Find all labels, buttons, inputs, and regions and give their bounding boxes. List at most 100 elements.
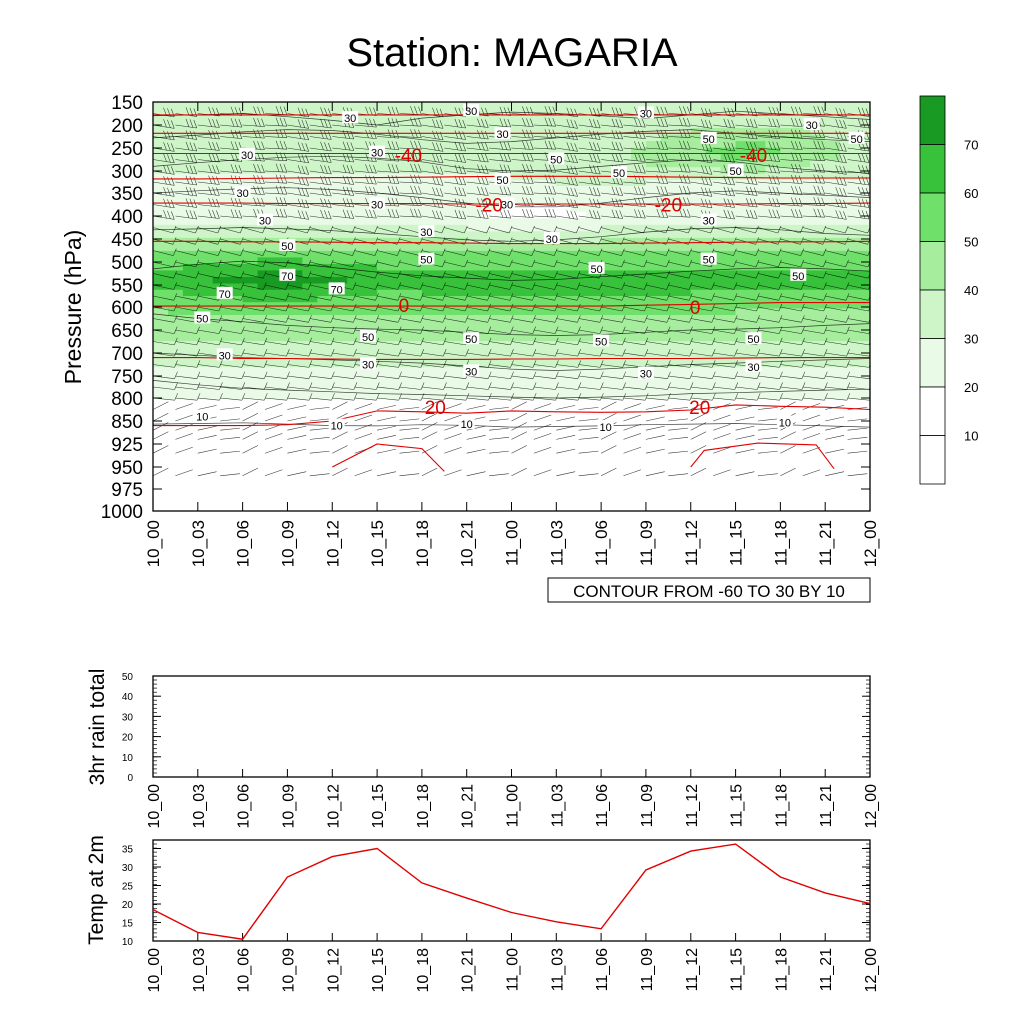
shade-cell: [287, 296, 303, 303]
shade-cell: [840, 160, 856, 168]
wind-barb-flag: [196, 348, 201, 357]
wind-barb-flag: [664, 186, 669, 195]
wind-barb: [153, 147, 175, 152]
wind-barb: [309, 204, 332, 208]
shade-cell: [421, 418, 438, 425]
shade-cell: [571, 231, 587, 239]
shade-cell: [631, 205, 647, 213]
shade-cell: [242, 380, 259, 387]
shade-cell: [377, 315, 393, 323]
shade-cell: [556, 198, 572, 206]
wind-barb: [444, 250, 465, 256]
shade-cell: [242, 296, 259, 303]
wind-barb: [556, 284, 578, 290]
wind-barb-flag: [253, 106, 257, 115]
shade-cell: [690, 498, 707, 511]
wind-barb-flag: [261, 118, 265, 127]
wind-barb: [623, 273, 645, 279]
shade-cell: [660, 289, 677, 297]
shade-cell: [436, 367, 453, 375]
wind-barb-flag: [531, 248, 536, 256]
shade-cell: [511, 432, 528, 438]
wind-barb: [466, 204, 489, 208]
shade-cell: [451, 218, 468, 226]
shade-cell: [780, 436, 796, 442]
shade-cell: [810, 134, 826, 142]
shade-cell: [601, 173, 617, 181]
wind-barb-flag: [283, 186, 288, 195]
shade-cell: [765, 154, 781, 162]
wind-barb-flag: [328, 119, 332, 129]
wind-barb: [377, 416, 396, 422]
wind-barb-flag: [217, 259, 222, 268]
shade-cell: [212, 173, 229, 181]
shade-cell: [436, 498, 453, 511]
wind-barb: [309, 250, 331, 256]
shade-cell: [377, 432, 393, 438]
wind-barb-flag: [499, 209, 504, 218]
wind-barb: [332, 227, 353, 234]
shade-cell: [601, 296, 617, 303]
wind-barb: [175, 250, 196, 256]
shade-cell: [511, 334, 528, 342]
wind-barb-flag: [555, 360, 559, 368]
shade-cell: [436, 334, 453, 342]
shade-cell: [780, 250, 796, 258]
shade-cell: [242, 460, 259, 475]
shade-cell: [257, 296, 274, 303]
shade-cell: [735, 237, 752, 245]
shade-cell: [451, 167, 468, 175]
shade-cell: [631, 447, 647, 462]
shade-cell: [257, 231, 274, 239]
wind-barb-flag: [307, 237, 311, 245]
shade-cell: [690, 296, 707, 303]
wind-barb: [354, 227, 375, 234]
wind-barb-flag: [189, 119, 194, 128]
wind-barb: [354, 414, 373, 422]
shade-cell: [720, 121, 737, 129]
shade-cell: [631, 160, 647, 168]
shade-cell: [541, 270, 557, 278]
shade-cell: [556, 186, 572, 193]
shade-cell: [212, 205, 229, 213]
shade-cell: [855, 373, 870, 381]
wind-barb-flag: [439, 177, 444, 186]
shade-cell: [317, 334, 333, 342]
wind-barb-flag: [253, 185, 257, 195]
wind-barb: [578, 204, 601, 208]
wind-barb: [421, 204, 444, 209]
wind-barb-flag: [599, 348, 604, 357]
wind-barb-flag: [749, 198, 754, 207]
shade-cell: [182, 440, 199, 449]
wind-barb-flag: [395, 118, 400, 127]
shade-cell: [436, 423, 453, 429]
shade-cell: [347, 328, 363, 336]
shade-cell: [511, 231, 528, 239]
wind-barb-flag: [634, 141, 638, 150]
shade-cell: [377, 270, 393, 278]
shade-cell: [586, 218, 602, 226]
shade-cell: [481, 276, 498, 285]
shade-cell: [541, 211, 557, 219]
wind-barb-flag: [365, 175, 369, 184]
shade-cell: [526, 244, 542, 252]
shade-cell: [182, 134, 199, 142]
shade-cell: [182, 418, 199, 425]
wind-barb-flag: [365, 118, 369, 127]
shade-cell: [377, 427, 393, 433]
wind-barb-flag: [342, 153, 347, 162]
shade-cell: [197, 486, 214, 500]
shade-cell: [840, 244, 856, 252]
wind-barb-flag: [442, 282, 446, 290]
shade-cell: [182, 173, 199, 181]
wind-barb-flag: [234, 198, 239, 207]
shade-cell: [362, 263, 378, 272]
wind-barb-flag: [660, 164, 665, 173]
shade-cell: [526, 263, 542, 272]
shade-cell: [287, 321, 303, 329]
shade-cell: [153, 367, 169, 375]
wind-barb-flag: [365, 141, 369, 150]
shade-cell: [167, 205, 184, 213]
wind-barb-flag: [195, 282, 200, 290]
wind-barb-flag: [687, 106, 691, 115]
